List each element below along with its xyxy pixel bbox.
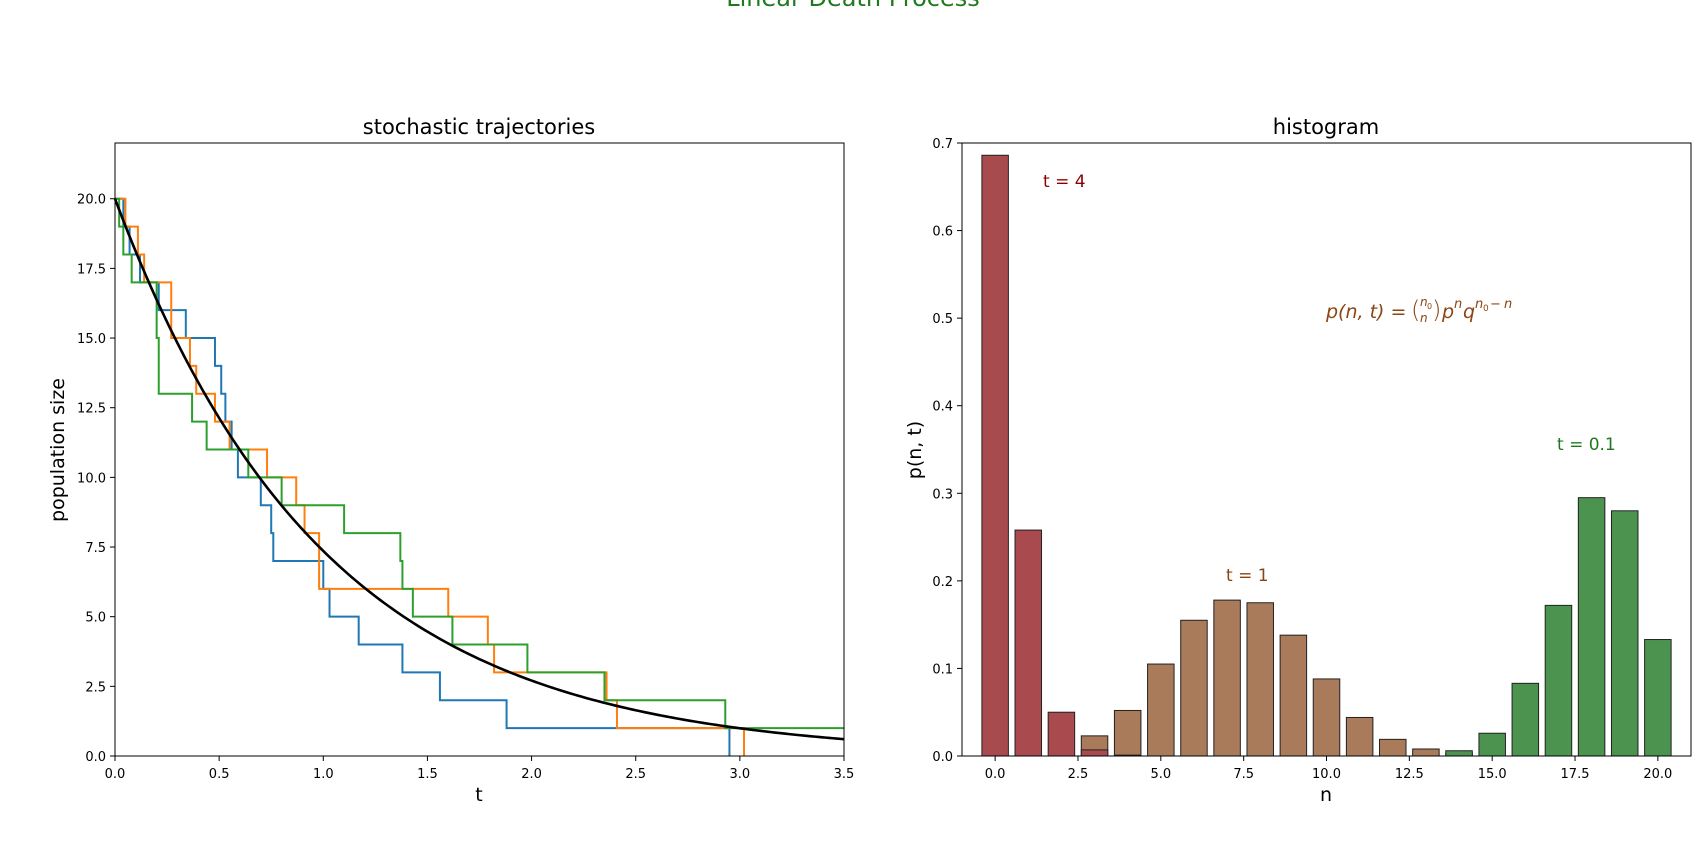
trajectories-ylabel: population size — [47, 378, 69, 522]
y-tick-label: 0.0 — [85, 750, 106, 765]
annotation-t4: t = 4 — [1043, 172, 1086, 192]
histogram-bar — [1014, 529, 1043, 757]
svg-text:(: ( — [1411, 296, 1420, 324]
histogram-bar — [1180, 619, 1208, 757]
histogram-bar — [981, 154, 1009, 757]
x-tick-label: 3.5 — [834, 767, 855, 782]
histogram-bar — [1511, 682, 1540, 757]
svg-text:0: 0 — [1427, 302, 1432, 311]
x-tick-label: 0.0 — [985, 767, 1006, 782]
histogram-bar — [1047, 711, 1076, 757]
histogram-title: histogram — [1273, 115, 1379, 139]
histogram-bar — [1279, 634, 1308, 757]
trajectories-xlabel: t — [475, 784, 482, 806]
histogram-bar — [1644, 639, 1672, 757]
histogram-axes: histogram 0.0 2.5 5.0 7.5 10.0 12.5 15.0 17.5 20… — [904, 115, 1692, 806]
svg-text:): ) — [1432, 296, 1441, 324]
y-tick-label: 20.0 — [77, 193, 106, 208]
y-tick-label: 2.5 — [85, 680, 106, 695]
svg-text:0: 0 — [1483, 304, 1489, 314]
trajectory-line-1 — [115, 197, 731, 756]
histogram-bar — [1412, 748, 1440, 757]
histogram-bar — [1213, 599, 1241, 757]
histogram-bar — [1478, 732, 1506, 757]
y-tick-label: 0.0 — [932, 750, 953, 765]
histogram-ticks: 0.0 2.5 5.0 7.5 10.0 12.5 15.0 17.5 20.0 0.0 0.1 0.… — [932, 137, 1672, 782]
trajectories-plot-area — [113, 197, 845, 756]
x-tick-label: 5.0 — [1150, 767, 1171, 782]
y-tick-label: 0.7 — [932, 137, 953, 152]
histogram-xlabel: n — [1320, 784, 1332, 806]
trajectory-line-3 — [115, 197, 844, 730]
svg-text:n: n — [1504, 297, 1512, 312]
y-tick-label: 10.0 — [77, 471, 106, 486]
figure-suptitle: Linear Death Process — [726, 0, 979, 12]
y-tick-label: 12.5 — [77, 402, 106, 417]
x-tick-label: 2.5 — [625, 767, 646, 782]
svg-text:n: n — [1420, 311, 1428, 325]
svg-text:p(n, t) =: p(n, t) = — [1325, 301, 1406, 323]
histogram-bar — [1544, 604, 1573, 757]
x-tick-label: 0.5 — [209, 767, 230, 782]
annotation-t1: t = 1 — [1226, 566, 1269, 586]
binomial-formula: p(n, t) = ( n 0 n ) p n q n 0 − n — [1325, 295, 1512, 325]
svg-text:q: q — [1463, 301, 1475, 323]
x-tick-label: 10.0 — [1312, 767, 1341, 782]
x-tick-label: 3.0 — [730, 767, 751, 782]
x-tick-label: 1.0 — [313, 767, 334, 782]
x-tick-label: 7.5 — [1233, 767, 1254, 782]
x-tick-label: 20.0 — [1643, 767, 1672, 782]
y-tick-label: 0.6 — [932, 225, 953, 240]
x-tick-label: 2.5 — [1068, 767, 1089, 782]
mean-curve-line — [113, 198, 845, 741]
y-tick-label: 7.5 — [85, 541, 106, 556]
histogram-bar — [1577, 497, 1606, 757]
histogram-bar — [1445, 750, 1473, 757]
y-tick-label: 15.0 — [77, 332, 106, 347]
y-tick-label: 0.4 — [932, 400, 953, 415]
y-tick-label: 0.3 — [932, 487, 953, 502]
x-tick-label: 12.5 — [1395, 767, 1424, 782]
histogram-bar — [1379, 738, 1407, 757]
trajectories-axes: stochastic trajectories 0.0 0.5 1.0 1.5 2.0 2… — [47, 115, 854, 806]
y-tick-label: 5.0 — [85, 611, 106, 626]
y-tick-label: 0.5 — [932, 312, 953, 327]
histogram-bar — [1113, 709, 1142, 757]
x-tick-label: 1.5 — [417, 767, 438, 782]
histogram-bar — [1610, 510, 1639, 757]
histogram-bar — [1246, 602, 1274, 757]
x-tick-label: 0.0 — [105, 767, 126, 782]
histogram-bar — [1147, 663, 1175, 757]
y-tick-label: 0.1 — [932, 662, 953, 677]
svg-text:n: n — [1454, 297, 1462, 312]
y-tick-label: 0.2 — [932, 575, 953, 590]
svg-text:p: p — [1441, 301, 1454, 323]
x-tick-label: 15.0 — [1478, 767, 1507, 782]
svg-text:−: − — [1490, 297, 1501, 312]
histogram-bar — [1312, 678, 1341, 757]
trajectories-ticks: 0.0 0.5 1.0 1.5 2.0 2.5 3.0 3.5 0.0 2.5 5.0 7.5 10.0… — [77, 193, 854, 782]
histogram-plot-area — [981, 154, 1672, 757]
histogram-ylabel: p(n, t) — [904, 421, 926, 479]
trajectories-title: stochastic trajectories — [363, 115, 595, 139]
histogram-bar — [1080, 749, 1109, 757]
x-tick-label: 17.5 — [1561, 767, 1590, 782]
x-tick-label: 2.0 — [521, 767, 542, 782]
trajectories-frame — [114, 142, 845, 757]
histogram-bar — [1345, 716, 1374, 757]
svg-text:n: n — [1475, 297, 1483, 312]
svg-text:n: n — [1420, 295, 1428, 309]
y-tick-label: 17.5 — [77, 262, 106, 277]
annotation-t01: t = 0.1 — [1557, 435, 1616, 455]
